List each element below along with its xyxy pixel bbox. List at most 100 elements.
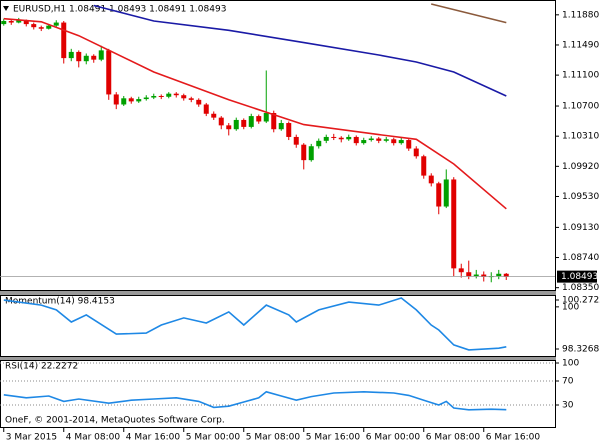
candle-body [248,116,254,127]
candle-body [23,20,29,25]
candle-body [98,50,104,60]
candle-body [301,144,307,161]
x-tick-label: 4 Mar 16:00 [126,433,181,443]
line-series [431,3,507,24]
y-tick-label: 1.09530 [562,192,599,202]
candle-body [83,55,89,62]
price-pane-frame [0,0,556,291]
candle-body [391,139,397,144]
candle-body [421,156,427,176]
candle-body [413,148,419,157]
candle-body [196,99,202,105]
line-series [3,390,507,411]
x-tick-label: 6 Mar 00:00 [366,433,421,443]
y-tick-label: 1.11880 [562,10,599,20]
candle-body [271,112,277,130]
candle-body [353,136,359,144]
y-tick-label: 1.11100 [562,71,599,81]
x-tick-label: 6 Mar 08:00 [426,433,481,443]
candle-body [136,99,142,102]
x-tick-label: 5 Mar 00:00 [186,433,241,443]
candle-body [173,93,179,96]
candle-body [338,137,344,140]
candle-body [383,139,389,141]
candle-body [503,273,509,277]
candle-body [8,21,14,23]
y-tick-label: 100 [562,302,579,312]
candle-body [181,95,187,99]
candle-body [473,274,479,277]
candle-body [458,268,464,273]
candle-body [158,95,164,97]
candle-body [316,140,322,147]
y-tick-label: 1.08350 [562,283,599,293]
candle-body [211,113,217,118]
last-price-label: 1.08493 [561,272,598,282]
x-tick-label: 4 Mar 08:00 [66,433,121,443]
candle-body [443,179,449,207]
y-tick-label: 1.08740 [562,253,599,263]
candle-body [466,272,472,277]
candle-body [38,27,44,29]
candle-body [308,146,314,161]
y-tick-label: 100.2722 [562,296,600,306]
footer: OneF, © 2001-2014, MetaQuotes Software C… [5,416,225,426]
candle-body [226,125,232,130]
candle-body [233,119,239,130]
candle-body [1,21,7,25]
candle-body [16,20,22,23]
candle-body [188,98,194,100]
candle-body [53,22,59,26]
candle-body [203,104,209,114]
y-tick-label: 100 [562,359,579,369]
pane-separator [0,291,556,295]
candle-body [121,98,127,105]
y-tick-label: 70 [562,377,574,387]
last-price-box [557,270,597,283]
candle-body [323,136,329,141]
candle-body [286,123,292,137]
y-tick-label: 1.10700 [562,102,599,112]
candle-body [143,97,149,100]
candle-body [368,138,374,141]
candle-body [256,116,262,122]
y-tick-label: 98.3268 [562,345,599,355]
candle-body [68,51,74,59]
y-tick-label: 1.09920 [562,162,599,172]
candle-body [346,136,352,140]
line-series [93,4,507,97]
y-tick-label: 1.11490 [562,40,599,50]
candle-body [293,136,299,145]
line-series [3,297,507,351]
candle-body [128,98,134,102]
rsi-pane-frame [0,360,556,428]
y-tick-label: 30 [562,401,574,411]
candle-body [376,138,382,141]
candle-body [278,123,284,130]
candle-body [151,95,157,98]
candle-body [46,25,52,29]
candle-body [436,183,442,207]
line-series [3,17,507,210]
candle-body [331,136,337,138]
candle-body [496,273,502,277]
y-tick-label: 1.10310 [562,132,599,142]
x-tick-label: 3 Mar 2015 [6,433,57,443]
candle-body [398,140,404,144]
menu-triangle [3,6,9,11]
rsi-title: RSI(14) 22.2272 [5,362,78,372]
x-tick-label: 5 Mar 16:00 [306,433,361,443]
candle-body [406,140,412,149]
candle-body [481,274,487,277]
momentum-pane-frame [0,295,556,357]
candle-body [61,22,67,59]
x-tick-label: 6 Mar 16:00 [486,433,541,443]
candle-body [428,175,434,184]
chart-title: EURUSD,H1 1.08491 1.08493 1.08491 1.0849… [13,5,226,15]
candle-body [166,93,172,97]
candle-body [263,112,269,122]
candle-body [451,179,457,269]
candle-body [241,119,247,127]
candle-body [113,94,119,105]
